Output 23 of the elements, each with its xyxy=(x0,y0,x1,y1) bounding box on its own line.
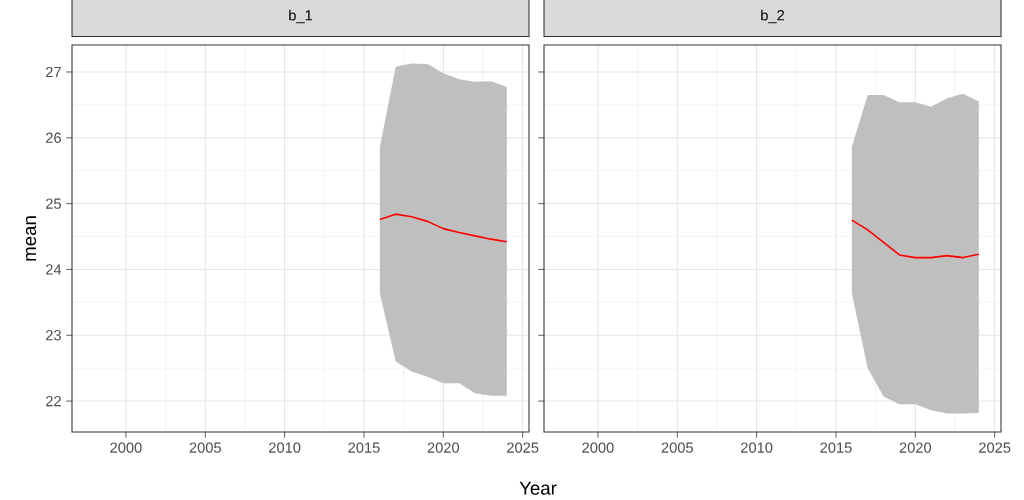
y-tick-label: 27 xyxy=(46,66,61,78)
x-tick-label: 2000 xyxy=(582,442,614,453)
line-series xyxy=(379,213,508,243)
x-tick-label: 2005 xyxy=(661,442,693,453)
chart-title: b_2 xyxy=(761,9,785,24)
y-tick-label: 25 xyxy=(46,198,61,209)
x-tick-label: 2015 xyxy=(348,442,380,453)
x-tick-label: 2010 xyxy=(741,442,773,453)
x-tick-label: 2000 xyxy=(110,442,142,453)
x-tick-label: 2025 xyxy=(507,442,539,453)
x-tick-label: 2010 xyxy=(269,442,301,453)
x-tick-label: 2005 xyxy=(189,442,221,453)
x-tick-label: 2020 xyxy=(427,442,460,453)
y-tick-label: 23 xyxy=(46,330,61,341)
x-tick-label: 2020 xyxy=(899,442,932,453)
x-axis-title: Year xyxy=(519,481,557,495)
x-tick-label: 2015 xyxy=(820,442,852,453)
y-tick-label: 24 xyxy=(46,264,62,275)
y-tick-label: 22 xyxy=(46,395,61,407)
chart-title: b_1 xyxy=(289,9,313,24)
y-tick-label: 26 xyxy=(46,132,61,143)
y-axis-title: mean xyxy=(25,216,37,261)
x-tick-label: 2025 xyxy=(979,442,1011,453)
